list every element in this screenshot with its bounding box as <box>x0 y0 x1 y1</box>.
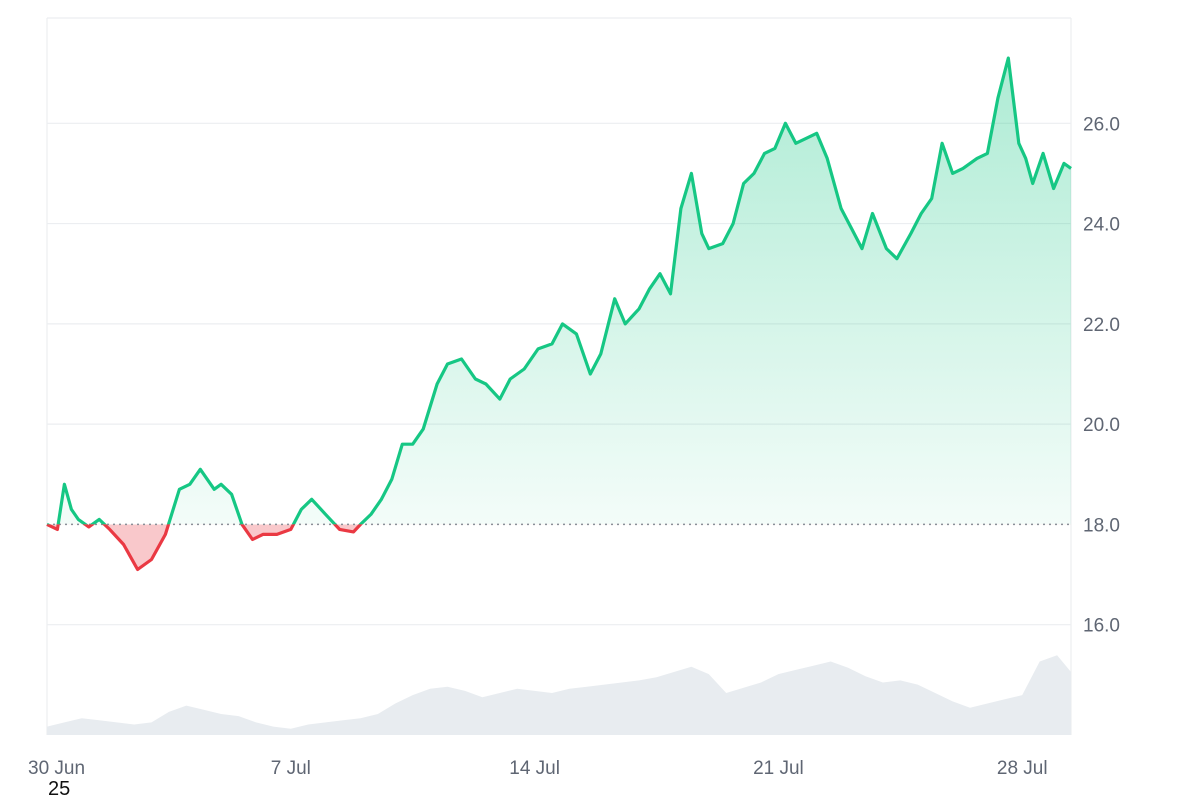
x-axis-year-label: 25 <box>48 778 71 800</box>
y-tick-label: 18.0 <box>1083 515 1120 536</box>
y-tick-label: 22.0 <box>1083 315 1120 336</box>
y-axis-ticks: 16.0 18.0 20.0 22.0 24.0 26.0 <box>1083 114 1120 636</box>
x-tick-label: 14 Jul <box>509 758 560 779</box>
y-tick-label: 26.0 <box>1083 114 1120 135</box>
x-tick-label: 7 Jul <box>271 758 311 779</box>
volume-area <box>47 655 1071 735</box>
y-tick-label: 24.0 <box>1083 215 1120 236</box>
area-fill-above-baseline <box>47 58 1071 525</box>
price-line-above-baseline <box>46 56 1072 525</box>
x-tick-label: 30 Jun <box>28 758 85 779</box>
x-tick-label: 21 Jul <box>753 758 804 779</box>
x-tick-label: 28 Jul <box>997 758 1048 779</box>
y-tick-label: 20.0 <box>1083 415 1120 436</box>
y-tick-label: 16.0 <box>1083 616 1120 637</box>
x-axis-ticks: 30 Jun 7 Jul 14 Jul 21 Jul 28 Jul <box>28 758 1048 779</box>
area-fill-below-baseline <box>47 524 1071 570</box>
